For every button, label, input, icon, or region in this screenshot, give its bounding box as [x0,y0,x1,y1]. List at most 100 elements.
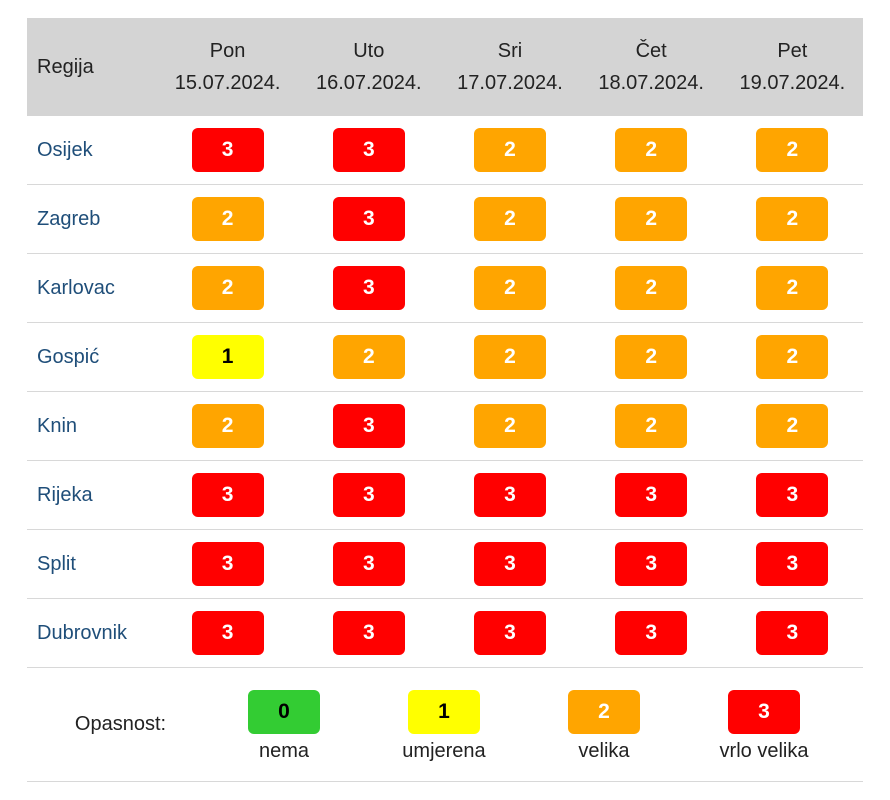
day-cell: 3 [439,461,580,529]
day-cell: 2 [581,323,722,391]
day-cell: 3 [298,185,439,253]
danger-badge: 2 [473,335,546,379]
danger-badge: 2 [473,266,546,310]
danger-badge: 2 [615,197,688,241]
danger-badge: 2 [756,404,829,448]
region-header: Regija [37,55,94,78]
danger-badge: 2 [756,128,829,172]
danger-badge: 3 [756,542,829,586]
danger-badge: 3 [473,611,546,655]
danger-badge: 2 [615,266,688,310]
danger-badge: 2 [473,128,546,172]
danger-badge: 2 [756,335,829,379]
day-cell: 3 [722,599,863,667]
day-header: Sri 17.07.2024. [439,18,580,116]
day-header: Uto 16.07.2024. [298,18,439,116]
danger-badge: 2 [191,266,264,310]
danger-badge: 2 [615,404,688,448]
day-cell: 2 [157,185,298,253]
day-cell: 3 [298,530,439,598]
table-row: Gospić 1 2 2 2 2 [27,323,863,392]
day-cell: 1 [157,323,298,391]
legend-text: velika [578,740,630,762]
legend: Opasnost: 0 nema 1 umjerena 2 velika 3 vrlo vel… [27,668,863,782]
day-name: Pet [777,40,808,62]
day-cell: 3 [581,461,722,529]
day-name: Uto [353,40,385,62]
danger-badge: 3 [191,473,264,517]
day-cell: 3 [298,461,439,529]
table-row: Split 3 3 3 3 3 [27,530,863,599]
region-name: Gospić [37,345,100,368]
legend-item: 1 umjerena [364,668,524,781]
day-cell: 3 [298,254,439,322]
legend-text: umjerena [402,740,486,762]
day-date: 17.07.2024. [457,72,563,94]
danger-badge: 2 [615,335,688,379]
header-row: Regija Pon 15.07.2024. Uto 16.07.2024. Sri 17… [27,18,863,116]
day-cell: 2 [157,254,298,322]
day-cell: 3 [298,392,439,460]
danger-badge: 3 [332,611,405,655]
day-cell: 3 [722,530,863,598]
region-name: Dubrovnik [37,621,128,644]
day-name: Pon [209,40,246,62]
day-cell: 3 [157,461,298,529]
day-name: Sri [497,40,523,62]
danger-badge: 2 [756,197,829,241]
legend-badge: 1 [408,690,480,734]
legend-text: vrlo velika [719,740,809,762]
day-date: 15.07.2024. [174,72,281,94]
day-cell: 2 [581,116,722,184]
danger-badge: 3 [191,128,264,172]
danger-badge: 3 [332,473,405,517]
table-row: Dubrovnik 3 3 3 3 3 [27,599,863,668]
day-cell: 3 [581,530,722,598]
day-cell: 2 [439,392,580,460]
danger-badge: 3 [332,266,405,310]
day-cell: 3 [439,530,580,598]
day-cell: 3 [157,116,298,184]
legend-badge: 0 [248,690,320,734]
region-name: Split [37,552,76,575]
table-row: Karlovac 2 3 2 2 2 [27,254,863,323]
legend-item: 3 vrlo velika [684,668,844,781]
day-cell: 2 [581,185,722,253]
danger-badge: 3 [332,404,405,448]
legend-badge: 2 [568,690,640,734]
table-row: Zagreb 2 3 2 2 2 [27,185,863,254]
region-name: Rijeka [37,483,93,506]
danger-badge: 3 [615,542,688,586]
danger-badge: 3 [191,542,264,586]
danger-badge: 2 [473,197,546,241]
danger-badge: 3 [756,611,829,655]
table-row: Knin 2 3 2 2 2 [27,392,863,461]
table-row: Osijek 3 3 2 2 2 [27,116,863,185]
region-name: Knin [37,414,78,437]
region-name: Osijek [37,138,93,161]
danger-badge: 2 [473,404,546,448]
danger-badge: 3 [615,473,688,517]
day-cell: 2 [581,392,722,460]
day-cell: 2 [439,116,580,184]
danger-badge: 3 [473,542,546,586]
danger-badge: 3 [756,473,829,517]
day-cell: 3 [298,116,439,184]
danger-badge: 2 [756,266,829,310]
danger-table: Regija Pon 15.07.2024. Uto 16.07.2024. Sri 17… [27,18,863,782]
day-cell: 3 [157,530,298,598]
legend-text: nema [258,740,310,762]
day-cell: 3 [439,599,580,667]
danger-badge: 3 [473,473,546,517]
day-cell: 3 [722,461,863,529]
region-name: Karlovac [37,276,115,299]
legend-badge: 3 [728,690,800,734]
day-cell: 3 [157,599,298,667]
danger-badge: 2 [191,404,264,448]
day-cell: 2 [157,392,298,460]
danger-badge: 2 [615,128,688,172]
day-cell: 2 [581,254,722,322]
legend-item: 0 nema [204,668,364,781]
day-cell: 2 [722,116,863,184]
